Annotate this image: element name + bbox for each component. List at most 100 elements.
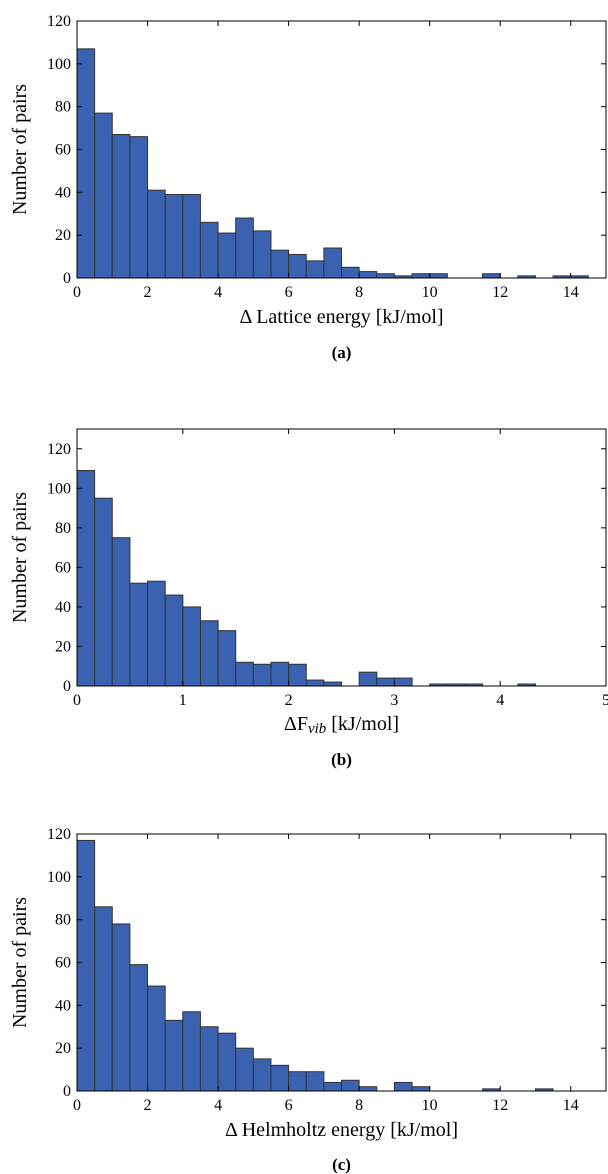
x-axis-label-subscript: vib [308,721,327,737]
histogram-bar [252,1058,272,1092]
histogram-bar [164,594,184,687]
histogram-bar [482,273,501,279]
x-tick-label: 1 [179,692,187,709]
histogram-bar [323,681,343,687]
histogram-bar [288,663,307,687]
x-tick-label: 0 [73,284,81,301]
figure-caption: (c) [332,1155,351,1174]
histogram-bar [94,497,113,687]
y-axis-label: Number of pairs [9,897,31,1028]
x-tick-label: 10 [422,1097,438,1114]
histogram-bar [217,232,237,279]
x-tick-label: 0 [73,1097,81,1114]
histogram-bar [94,906,113,1092]
histogram-bar [305,260,325,279]
histogram-bar [147,580,166,687]
histogram-bar [270,249,290,279]
y-tick-label: 60 [55,955,71,972]
histogram-bar [199,620,219,687]
histogram-bar [217,630,237,687]
histogram-bar [129,136,149,279]
histogram-bar [358,271,378,279]
histogram-bar [341,1079,360,1092]
figure-caption: (b) [331,750,352,769]
y-tick-label: 20 [55,227,71,244]
histogram-bar [341,266,360,279]
y-axis-label: Number of pairs [9,492,31,623]
y-tick-label: 20 [55,1040,71,1057]
x-axis-label: Δ Lattice energy [kJ/mol] [239,306,443,328]
histogram-bar [111,923,131,1092]
histogram-bar [182,1011,201,1092]
x-tick-label: 8 [355,284,363,301]
histogram-bar [182,193,201,279]
histogram-bar [182,606,201,687]
histogram-bar [270,661,290,687]
figure-caption: (a) [332,343,352,362]
y-ticks: 0 20 40 60 80 100 120 [47,13,606,287]
y-ticks: 0 20 40 60 80 100 120 [47,826,606,1100]
x-ticks: 0 2 4 6 8 10 12 14 [73,834,579,1114]
histogram-bar [358,671,378,687]
x-tick-label: 3 [390,692,398,709]
histogram-bars [76,470,537,687]
histogram-bar [323,247,343,279]
y-tick-label: 80 [55,912,71,929]
x-tick-label: 2 [285,692,293,709]
histogram-bar [76,48,96,279]
histogram-bar [94,112,113,279]
x-axis-label: ΔFvib [kJ/mol] [284,713,399,737]
y-tick-label: 0 [63,1083,71,1100]
y-tick-label: 120 [47,13,71,30]
histogram-bar [111,134,131,279]
y-tick-label: 40 [55,184,71,201]
histogram-bar [305,1071,325,1092]
histogram-bar [129,964,149,1092]
y-tick-label: 40 [55,599,71,616]
y-tick-label: 60 [55,559,71,576]
x-ticks: 0 2 4 6 8 10 12 14 [73,21,579,301]
histogram-bar [76,470,96,687]
histogram-bar [147,189,166,279]
histogram-bar [252,663,272,687]
y-tick-label: 20 [55,638,71,655]
histogram-bar [164,193,184,279]
y-tick-label: 0 [63,678,71,695]
histogram-bar [270,1064,290,1092]
y-tick-label: 120 [47,826,71,843]
histogram-bar [235,1047,254,1092]
y-tick-label: 0 [63,270,71,287]
histogram-bar [376,677,395,687]
histogram-bar [429,273,448,279]
x-tick-label: 14 [563,1097,579,1114]
histogram-bar [288,1071,307,1092]
histogram-bars [76,839,554,1092]
y-tick-label: 120 [47,441,71,458]
x-tick-label: 6 [285,1097,293,1114]
histogram-bar [305,679,325,687]
x-axis-label-main: ΔF [284,713,308,735]
histogram-bar [358,1086,378,1092]
y-axis-label: Number of pairs [9,84,31,215]
x-axis-label-unit: [kJ/mol] [326,713,399,735]
y-tick-label: 60 [55,142,71,159]
x-tick-label: 12 [492,284,508,301]
histogram-bar [235,661,254,687]
chart-b: 0 1 2 3 4 5 0 20 40 60 80 100 120 ΔFvib [kJ/mol] Numbe… [9,428,608,769]
histogram-bar [376,273,395,279]
histogram-bar [164,1019,184,1092]
histogram-bar [393,677,413,687]
chart-a: 0 2 4 6 8 10 12 14 0 20 40 60 80 100 120 Δ Lattice ener… [9,13,607,362]
histogram-bar [111,537,131,687]
x-tick-label: 4 [214,1097,222,1114]
y-tick-label: 100 [47,869,71,886]
histogram-bar [199,221,219,279]
y-tick-label: 40 [55,997,71,1014]
histogram-bar [199,1026,219,1092]
x-tick-label: 2 [144,284,152,301]
x-tick-label: 5 [602,692,608,709]
x-tick-label: 0 [73,692,81,709]
histogram-bar [323,1081,343,1092]
histogram-bar [129,582,149,687]
